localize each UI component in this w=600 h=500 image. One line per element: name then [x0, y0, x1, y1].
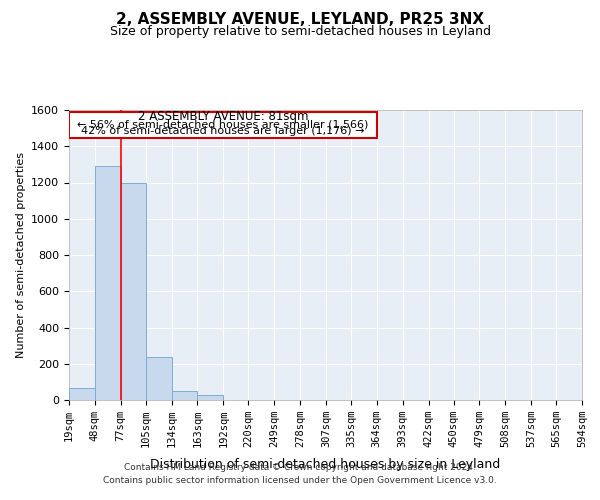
Bar: [121, 182, 146, 400]
FancyBboxPatch shape: [69, 112, 377, 138]
Text: Contains HM Land Registry data © Crown copyright and database right 2024.: Contains HM Land Registry data © Crown c…: [124, 462, 476, 471]
Text: ← 56% of semi-detached houses are smaller (1,566): ← 56% of semi-detached houses are smalle…: [77, 120, 368, 130]
Y-axis label: Number of semi-detached properties: Number of semi-detached properties: [16, 152, 26, 358]
Bar: [69, 388, 95, 400]
Text: 42% of semi-detached houses are larger (1,176) →: 42% of semi-detached houses are larger (…: [81, 126, 365, 136]
Bar: [146, 358, 172, 400]
Text: 2 ASSEMBLY AVENUE: 81sqm: 2 ASSEMBLY AVENUE: 81sqm: [137, 110, 308, 123]
Bar: [95, 166, 121, 400]
Text: Size of property relative to semi-detached houses in Leyland: Size of property relative to semi-detach…: [110, 25, 491, 38]
X-axis label: Distribution of semi-detached houses by size in Leyland: Distribution of semi-detached houses by …: [151, 458, 500, 471]
Bar: [197, 394, 223, 400]
Text: 2, ASSEMBLY AVENUE, LEYLAND, PR25 3NX: 2, ASSEMBLY AVENUE, LEYLAND, PR25 3NX: [116, 12, 484, 28]
Text: Contains public sector information licensed under the Open Government Licence v3: Contains public sector information licen…: [103, 476, 497, 485]
Bar: [172, 391, 197, 400]
